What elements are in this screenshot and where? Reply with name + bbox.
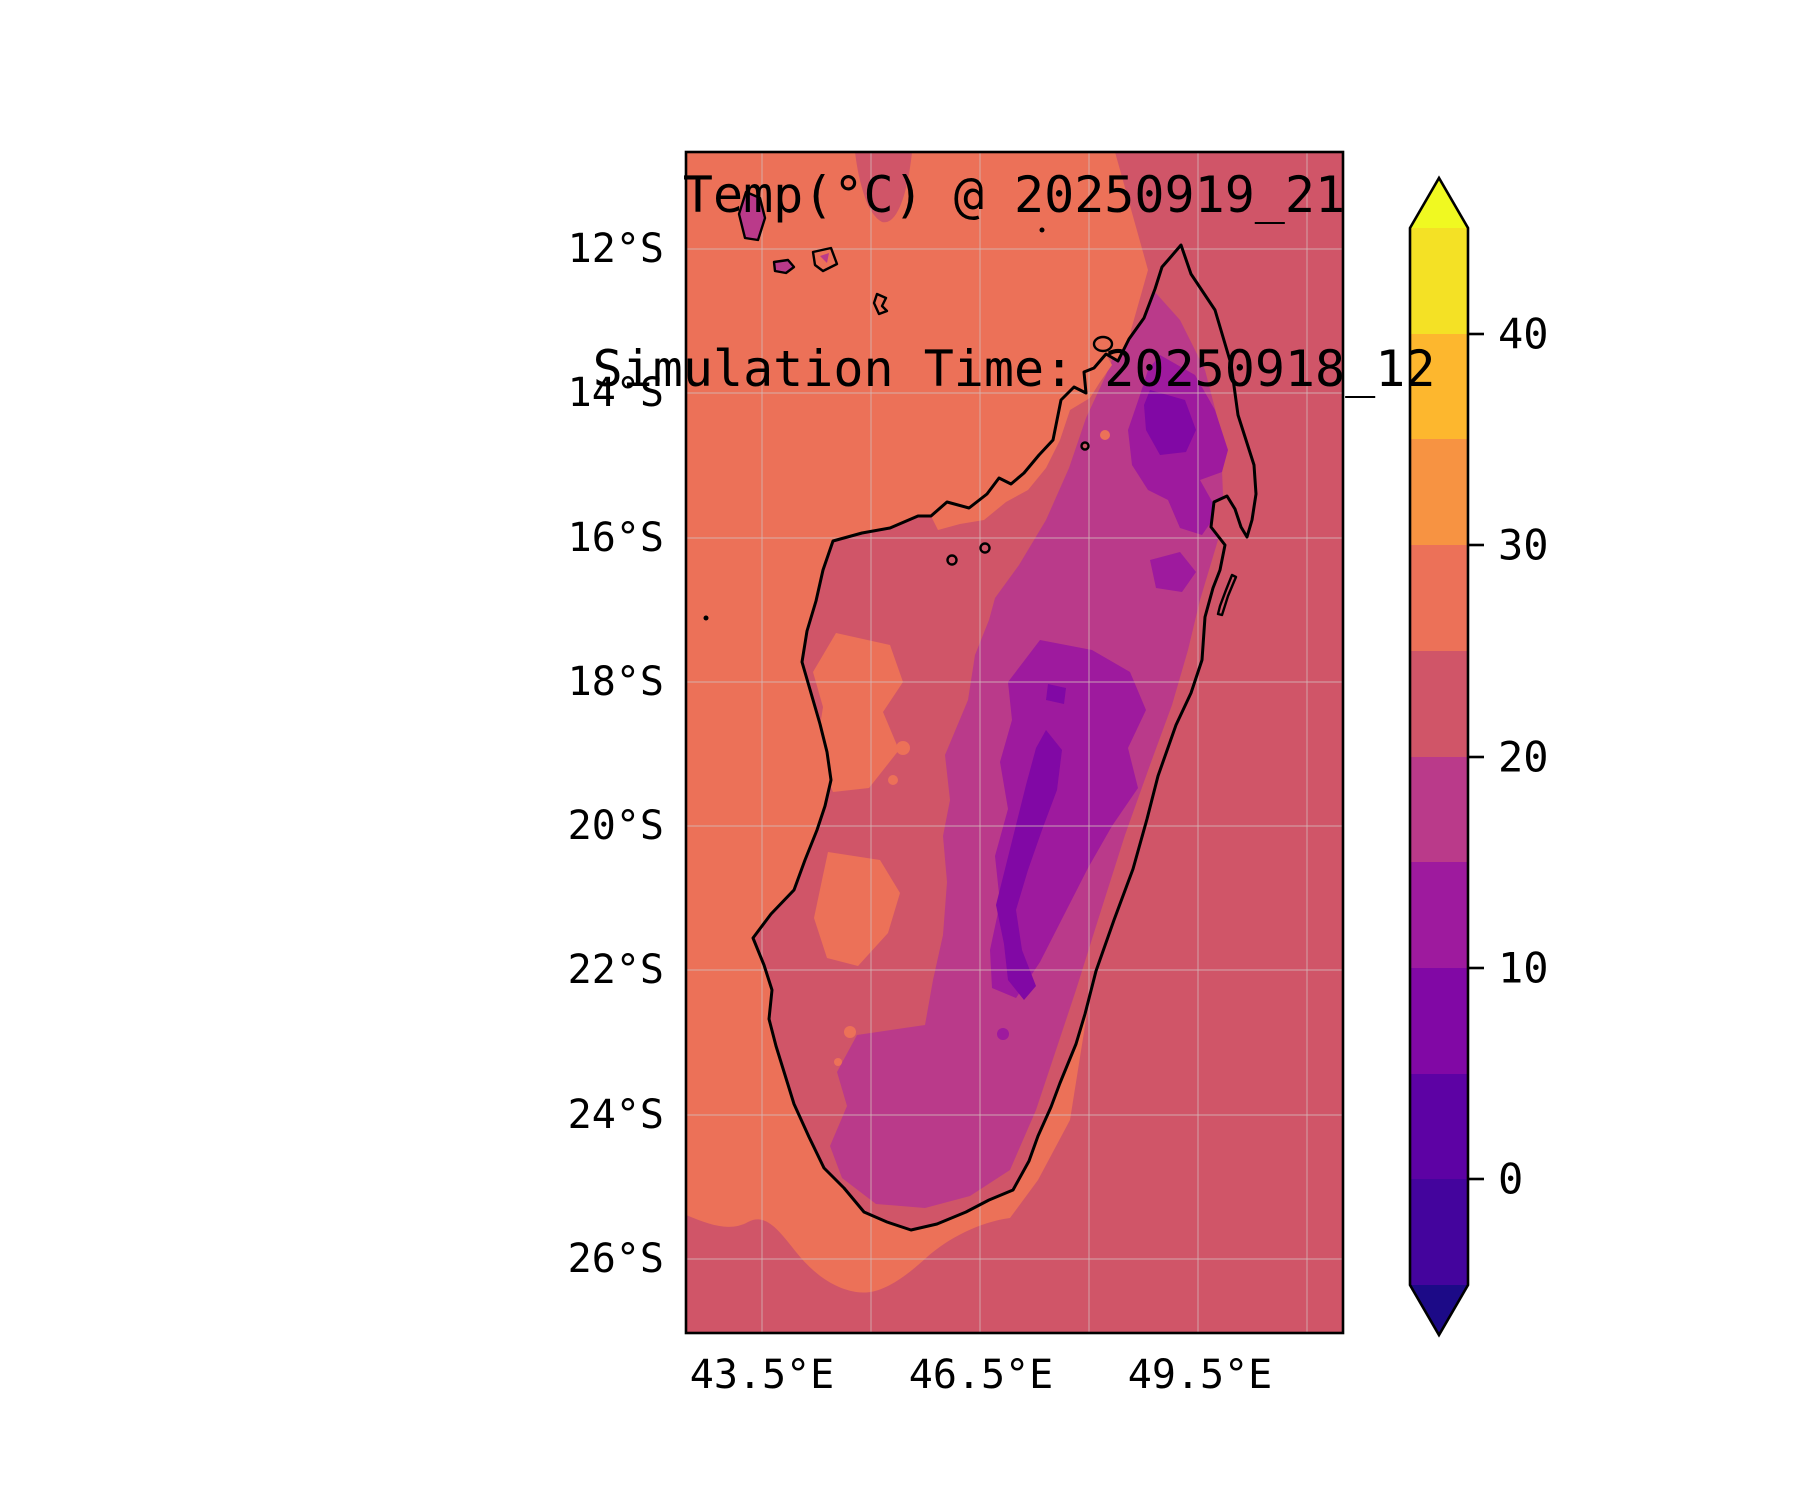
colorbar-tick-0: 0 (1498, 1154, 1524, 1204)
plot-title: Temp(°C) @ 20250919_21 Simulation Time: … (364, 50, 1664, 514)
lon-tick-49-5e: 49.5°E (1127, 1352, 1273, 1398)
islet-coastal (1080, 441, 1090, 451)
islet-dot-north (1039, 227, 1045, 233)
island-anjouan-inner (820, 253, 829, 263)
lat-tick-22s: 22°S (567, 947, 664, 993)
lat-tick-18s: 18°S (567, 659, 664, 705)
colorbar-band-15-20 (1410, 757, 1468, 862)
lat-tick-26s: 26°S (567, 1236, 664, 1282)
lat-tick-24s: 24°S (567, 1092, 664, 1138)
colorbar (1408, 175, 1484, 1338)
map-border (684, 150, 1345, 1335)
lat-tick-14s: 14°S (567, 370, 664, 416)
colorbar-band-35-40 (1410, 334, 1468, 439)
colorbar-band-5-10 (1410, 968, 1468, 1074)
small-islands (737, 190, 1238, 617)
island-sainte-marie (1216, 573, 1238, 617)
islet-northwest-2 (979, 542, 991, 554)
island-grande-comore (737, 190, 767, 242)
colorbar-band-30-35 (1410, 439, 1468, 545)
title-line-2: Simulation Time: 20250918_12 (592, 340, 1436, 398)
ocean-cool-tongue (855, 152, 912, 223)
lat-tick-12s: 12°S (567, 226, 664, 272)
colorbar-band-20-25 (1410, 651, 1468, 757)
colorbar-under-arrow (1410, 1285, 1468, 1335)
map-area (686, 152, 1343, 1333)
island-nosy-be (1092, 335, 1114, 353)
colorbar-tick-20: 20 (1498, 732, 1549, 782)
colorbar-ticks (1468, 332, 1484, 1181)
land-band-25-30 (813, 354, 1112, 1066)
colorbar-over-arrow (1410, 178, 1468, 228)
colorbar-tick-40: 40 (1498, 309, 1549, 359)
island-mayotte (872, 292, 889, 316)
colorbar-band-10-15 (1410, 862, 1468, 968)
colorbar-band-25-30 (1410, 545, 1468, 651)
islet-northwest-1 (946, 554, 958, 566)
colorbar-band-0-5 (1410, 1074, 1468, 1179)
colorbar-tick-10: 10 (1498, 943, 1549, 993)
lat-tick-16s: 16°S (567, 515, 664, 561)
lon-tick-43-5e: 43.5°E (689, 1352, 835, 1398)
gridlines (686, 152, 1343, 1333)
colorbar-tick-30: 30 (1498, 520, 1549, 570)
colorbar-band-m5-0 (1410, 1179, 1468, 1285)
colorbar-outline (1408, 175, 1470, 1338)
title-line-1: Temp(°C) @ 20250919_21 (682, 166, 1346, 224)
lat-tick-20s: 20°S (567, 803, 664, 849)
lon-tick-46-5e: 46.5°E (908, 1352, 1054, 1398)
islet-dot-west (703, 615, 709, 621)
island-moheli (772, 258, 796, 275)
colorbar-band-40-45 (1410, 228, 1468, 334)
land-band-5-10 (996, 390, 1196, 1000)
